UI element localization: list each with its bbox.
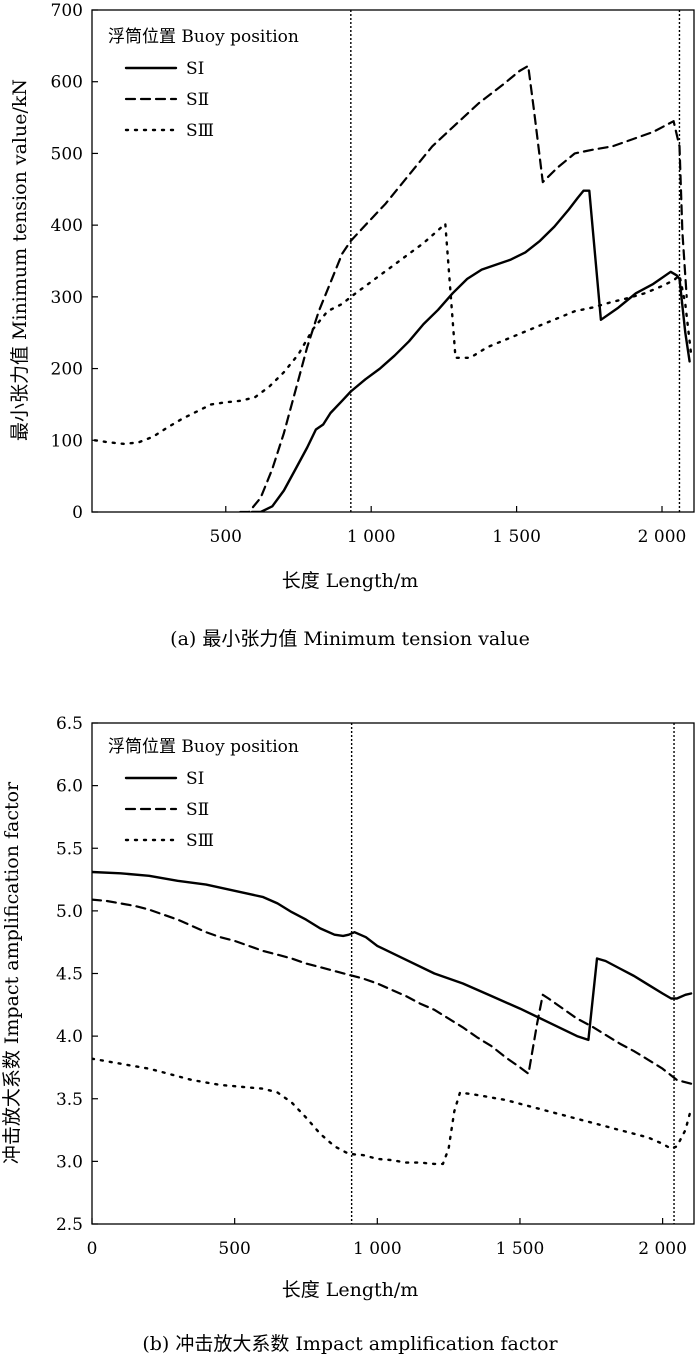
x-tick-label: 1 000 [347,527,396,547]
figure-caption: (b) 冲击放大系数 Impact amplification factor [142,1333,558,1355]
y-axis-title: 最小张力值 Minimum tension value/kN [9,79,31,441]
y-tick-label: 4.0 [56,1027,83,1047]
y-tick-label: 200 [51,360,83,380]
y-tick-label: 700 [51,1,83,21]
x-tick-label: 2 000 [638,527,687,547]
series-line-dotted [93,222,693,446]
series-line-solid [92,870,693,1042]
y-tick-label: 5.5 [56,839,83,859]
legend-label: SⅡ [186,90,209,110]
y-tick-label: 2.5 [56,1215,83,1235]
y-tick-label: 300 [51,288,83,308]
legend-label: SⅠ [186,769,204,789]
chart-a: 500 1 000 1 500 2 000 0 100 200 300 400 500 600 700… [9,1,695,650]
x-tick-label: 2 000 [638,1239,687,1259]
legend-label: SⅠ [186,59,204,79]
y-tick-label: 5.0 [56,902,83,922]
y-tick-label: 4.5 [56,965,83,985]
y-tick-label: 400 [51,216,83,236]
legend-title: 浮筒位置 Buoy position [108,27,299,47]
x-tick-label: 1 000 [353,1239,402,1259]
series-line-dashed [239,64,688,512]
series-line-dashed [92,898,693,1085]
y-tick-label: 0 [72,503,83,523]
y-tick-label: 500 [51,144,83,164]
y-tick-label: 100 [51,431,83,451]
legend-label: SⅢ [186,121,214,141]
legend-label: SⅡ [186,800,209,820]
y-tick-label: 6.5 [56,714,83,734]
x-tick-label: 1 500 [496,1239,545,1259]
x-tick-label: 500 [210,527,242,547]
x-axis-title: 长度 Length/m [282,1279,419,1301]
y-axis-title: 冲击放大系数 Impact amplification factor [1,781,23,1164]
chart-b: 0 500 1 000 1 500 2 000 2.5 3.0 3.5 4.0 4.5 5.0 5.5… [1,714,695,1355]
legend-label: SⅢ [186,831,214,851]
series-line-solid [250,189,691,512]
x-tick-label: 0 [87,1239,98,1259]
y-tick-label: 3.5 [56,1090,83,1110]
series-line-dotted [92,1057,693,1166]
plot-frame [91,9,695,513]
y-tick-label: 600 [51,73,83,93]
x-tick-label: 1 500 [492,527,541,547]
plot-frame [91,722,695,1225]
x-axis-title: 长度 Length/m [282,570,419,592]
legend-title: 浮筒位置 Buoy position [108,737,299,757]
x-tick-label: 500 [218,1239,250,1259]
y-tick-label: 3.0 [56,1152,83,1172]
y-tick-label: 6.0 [56,777,83,797]
figure-caption: (a) 最小张力值 Minimum tension value [170,628,530,650]
